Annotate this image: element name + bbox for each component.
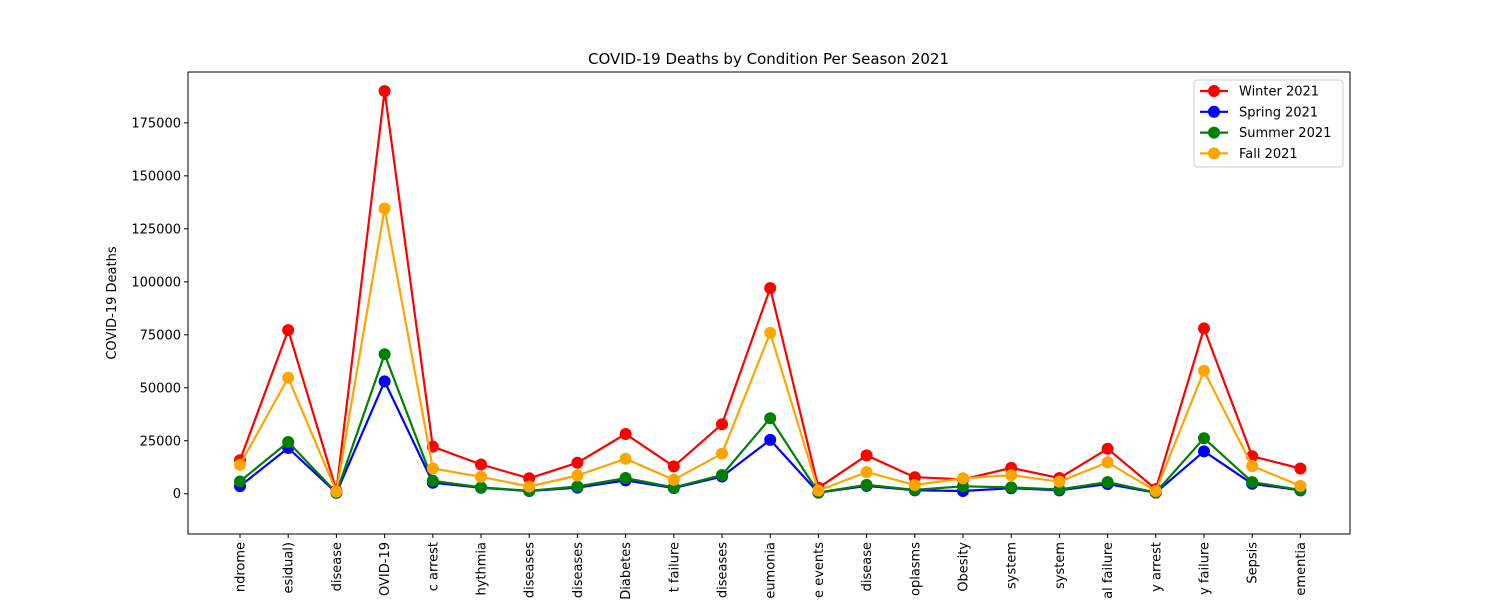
data-point [378,348,391,361]
data-point [619,427,632,440]
data-point [475,481,487,494]
data-point [523,472,536,485]
x-tick-label: Obesity [957,542,972,592]
x-tick-label: esidual) [282,542,297,594]
data-point [571,469,584,482]
data-point [475,470,487,483]
y-tick-label: 0 [173,487,181,502]
data-point [1005,469,1018,482]
legend-swatch-marker [1208,126,1220,139]
data-point [764,433,777,446]
data-point [1198,322,1210,335]
data-point [1101,476,1114,489]
legend-swatch-marker [1208,147,1220,160]
data-point [282,371,295,384]
y-tick-label: 100000 [131,275,181,290]
data-point [667,460,680,473]
x-tick-label: c arrest [426,542,441,591]
data-point [1294,479,1307,492]
data-point [860,449,873,462]
y-tick-label: 75000 [140,328,181,343]
data-point [1101,442,1114,455]
y-tick-label: 25000 [140,434,181,449]
data-point [1005,481,1018,494]
data-point [716,447,728,460]
data-point [1198,445,1210,458]
data-point [1198,432,1210,445]
x-tick-label: hythmia [475,542,490,596]
y-tick-label: 175000 [131,116,181,131]
y-tick-label: 125000 [131,222,181,237]
x-tick-label: y failure [1198,542,1213,595]
data-point [764,412,777,425]
x-tick-label: Sepsis [1246,542,1261,584]
data-point [667,473,680,486]
data-point [330,485,343,498]
x-tick-label: eumonia [764,542,779,599]
data-point [378,202,391,215]
x-tick-label: e events [812,542,827,598]
x-tick-label: disease [860,542,875,591]
x-tick-label: disease [330,542,345,591]
data-point [764,282,777,295]
data-point [1198,364,1210,377]
data-point [378,85,391,98]
data-point [571,456,584,469]
data-point [426,474,439,487]
x-tick-label: Diabetes [619,542,634,600]
data-point [378,375,391,388]
data-point [1101,456,1114,469]
x-tick-label: ementia [1294,542,1309,596]
x-tick-label: oplasms [908,542,923,596]
x-tick-label: diseases [571,542,586,598]
legend-label: Spring 2021 [1239,105,1318,120]
data-point [619,452,632,465]
data-point [716,469,728,482]
data-point [764,326,777,339]
data-point [282,436,295,449]
legend-box [1193,79,1344,168]
x-tick-label: t failure [667,542,682,592]
data-point [957,472,969,485]
data-point [1246,459,1259,472]
data-point [234,458,246,471]
data-point [475,458,487,471]
y-tick-label: 50000 [140,381,181,396]
data-point [619,472,632,485]
chart-title: COVID-19 Deaths by Condition Per Season … [588,50,949,68]
data-point [860,478,873,491]
data-point [1053,475,1066,488]
legend-label: Winter 2021 [1239,85,1319,100]
data-point [234,475,246,488]
x-tick-label: system [1053,542,1068,589]
legend-label: Summer 2021 [1239,126,1331,141]
series-line-fall-2021 [239,207,1301,493]
y-axis-label: COVID-19 Deaths [105,246,120,359]
legend-swatch-marker [1208,85,1220,97]
data-point [571,480,584,493]
x-tick-label: OVID-19 [378,542,393,596]
x-tick-label: system [1005,542,1020,589]
legend: Winter 2021 Spring 2021 Summer 2021 Fall 20… [1193,79,1344,168]
x-tick-label: al failure [1101,542,1116,599]
x-tick-label: diseases [716,542,731,598]
legend-label: Fall 2021 [1239,147,1298,162]
data-point [1246,476,1259,489]
plot-frame [187,71,1351,535]
data-point [282,324,295,337]
data-point [716,418,728,431]
data-point [812,484,825,497]
x-tick-label: y arrest [1149,542,1164,592]
x-tick-label: diseases [523,542,538,598]
data-point [860,466,873,479]
data-point [523,480,536,493]
x-tick-label: ndrome [234,542,249,592]
data-point [1294,462,1307,475]
y-tick-label: 150000 [131,169,181,184]
data-point [908,479,921,492]
legend-swatch-marker [1208,105,1220,118]
data-point [426,462,439,475]
data-point [1149,484,1162,497]
